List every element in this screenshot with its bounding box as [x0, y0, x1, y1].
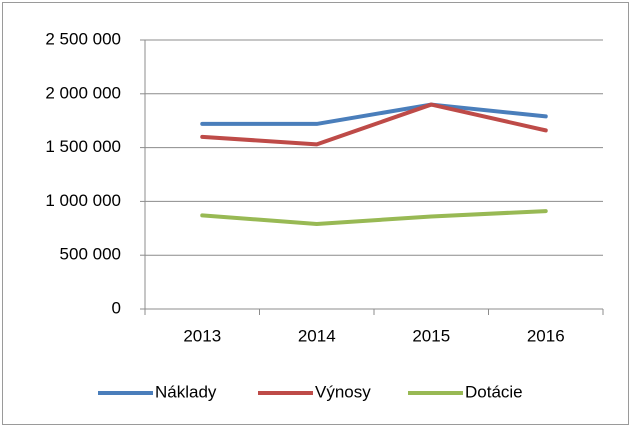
- legend-label: Náklady: [155, 382, 217, 401]
- x-tick-label: 2014: [298, 326, 336, 345]
- legend-label: Výnosy: [315, 382, 371, 401]
- series-line: [200, 102, 548, 147]
- y-tick-label: 1 000 000: [45, 191, 121, 210]
- x-tick-label: 2015: [412, 326, 450, 345]
- y-tick-label: 1 500 000: [45, 137, 121, 156]
- series-line: [200, 102, 548, 126]
- x-tick-label: 2013: [183, 326, 221, 345]
- y-tick-label: 500 000: [60, 245, 121, 264]
- legend-label: Dotácie: [465, 382, 523, 401]
- y-tick-label: 2 000 000: [45, 83, 121, 102]
- y-tick-label: 2 500 000: [45, 29, 121, 48]
- x-tick-label: 2016: [527, 326, 565, 345]
- y-tick-label: 0: [112, 298, 121, 317]
- series-line: [200, 209, 548, 226]
